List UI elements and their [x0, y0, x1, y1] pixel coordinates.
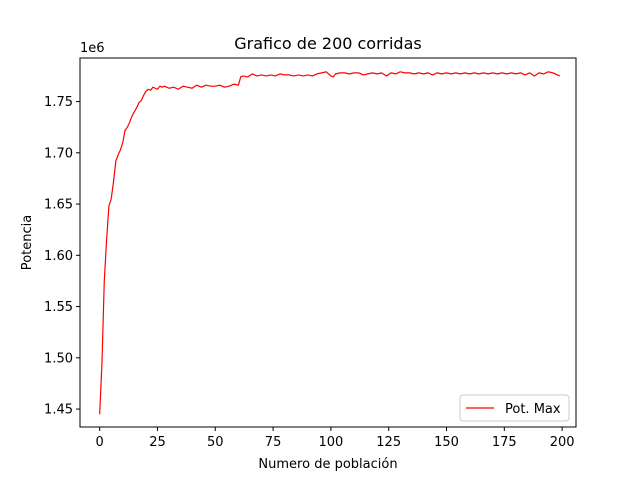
series-line-pot-max — [99, 71, 561, 415]
y-tick-label: 1.50 — [44, 351, 73, 366]
x-tick-label: 50 — [207, 435, 224, 450]
x-tick-label: 75 — [265, 435, 282, 450]
y-tick-label: 1.60 — [44, 249, 73, 264]
x-tick-label: 150 — [434, 435, 459, 450]
x-tick-label: 100 — [318, 435, 343, 450]
y-axis-label: Potencia — [20, 215, 35, 270]
y-tick-label: 1.75 — [44, 95, 73, 110]
y-axis-ticks: 1.45 1.50 1.55 1.60 1.65 1.70 1.75 — [44, 95, 80, 418]
y-tick-label: 1.65 — [44, 198, 73, 213]
x-axis-label: Numero de población — [258, 457, 397, 472]
x-tick-label: 125 — [376, 435, 401, 450]
chart-title: Grafico de 200 corridas — [234, 34, 421, 53]
series-layer — [99, 71, 561, 415]
x-axis-ticks: 0 25 50 75 100 125 150 175 200 — [96, 427, 575, 450]
x-tick-label: 0 — [96, 435, 104, 450]
x-tick-label: 200 — [550, 435, 575, 450]
y-tick-label: 1.55 — [44, 300, 73, 315]
plot-frame — [79, 57, 577, 428]
legend: Pot. Max — [459, 394, 570, 422]
y-offset-text: 1e6 — [80, 41, 105, 56]
legend-label-pot-max: Pot. Max — [505, 402, 561, 417]
legend-box — [459, 394, 570, 422]
y-tick-label: 1.70 — [44, 146, 73, 161]
y-tick-label: 1.45 — [44, 403, 73, 418]
x-tick-label: 175 — [492, 435, 517, 450]
x-tick-label: 25 — [149, 435, 166, 450]
